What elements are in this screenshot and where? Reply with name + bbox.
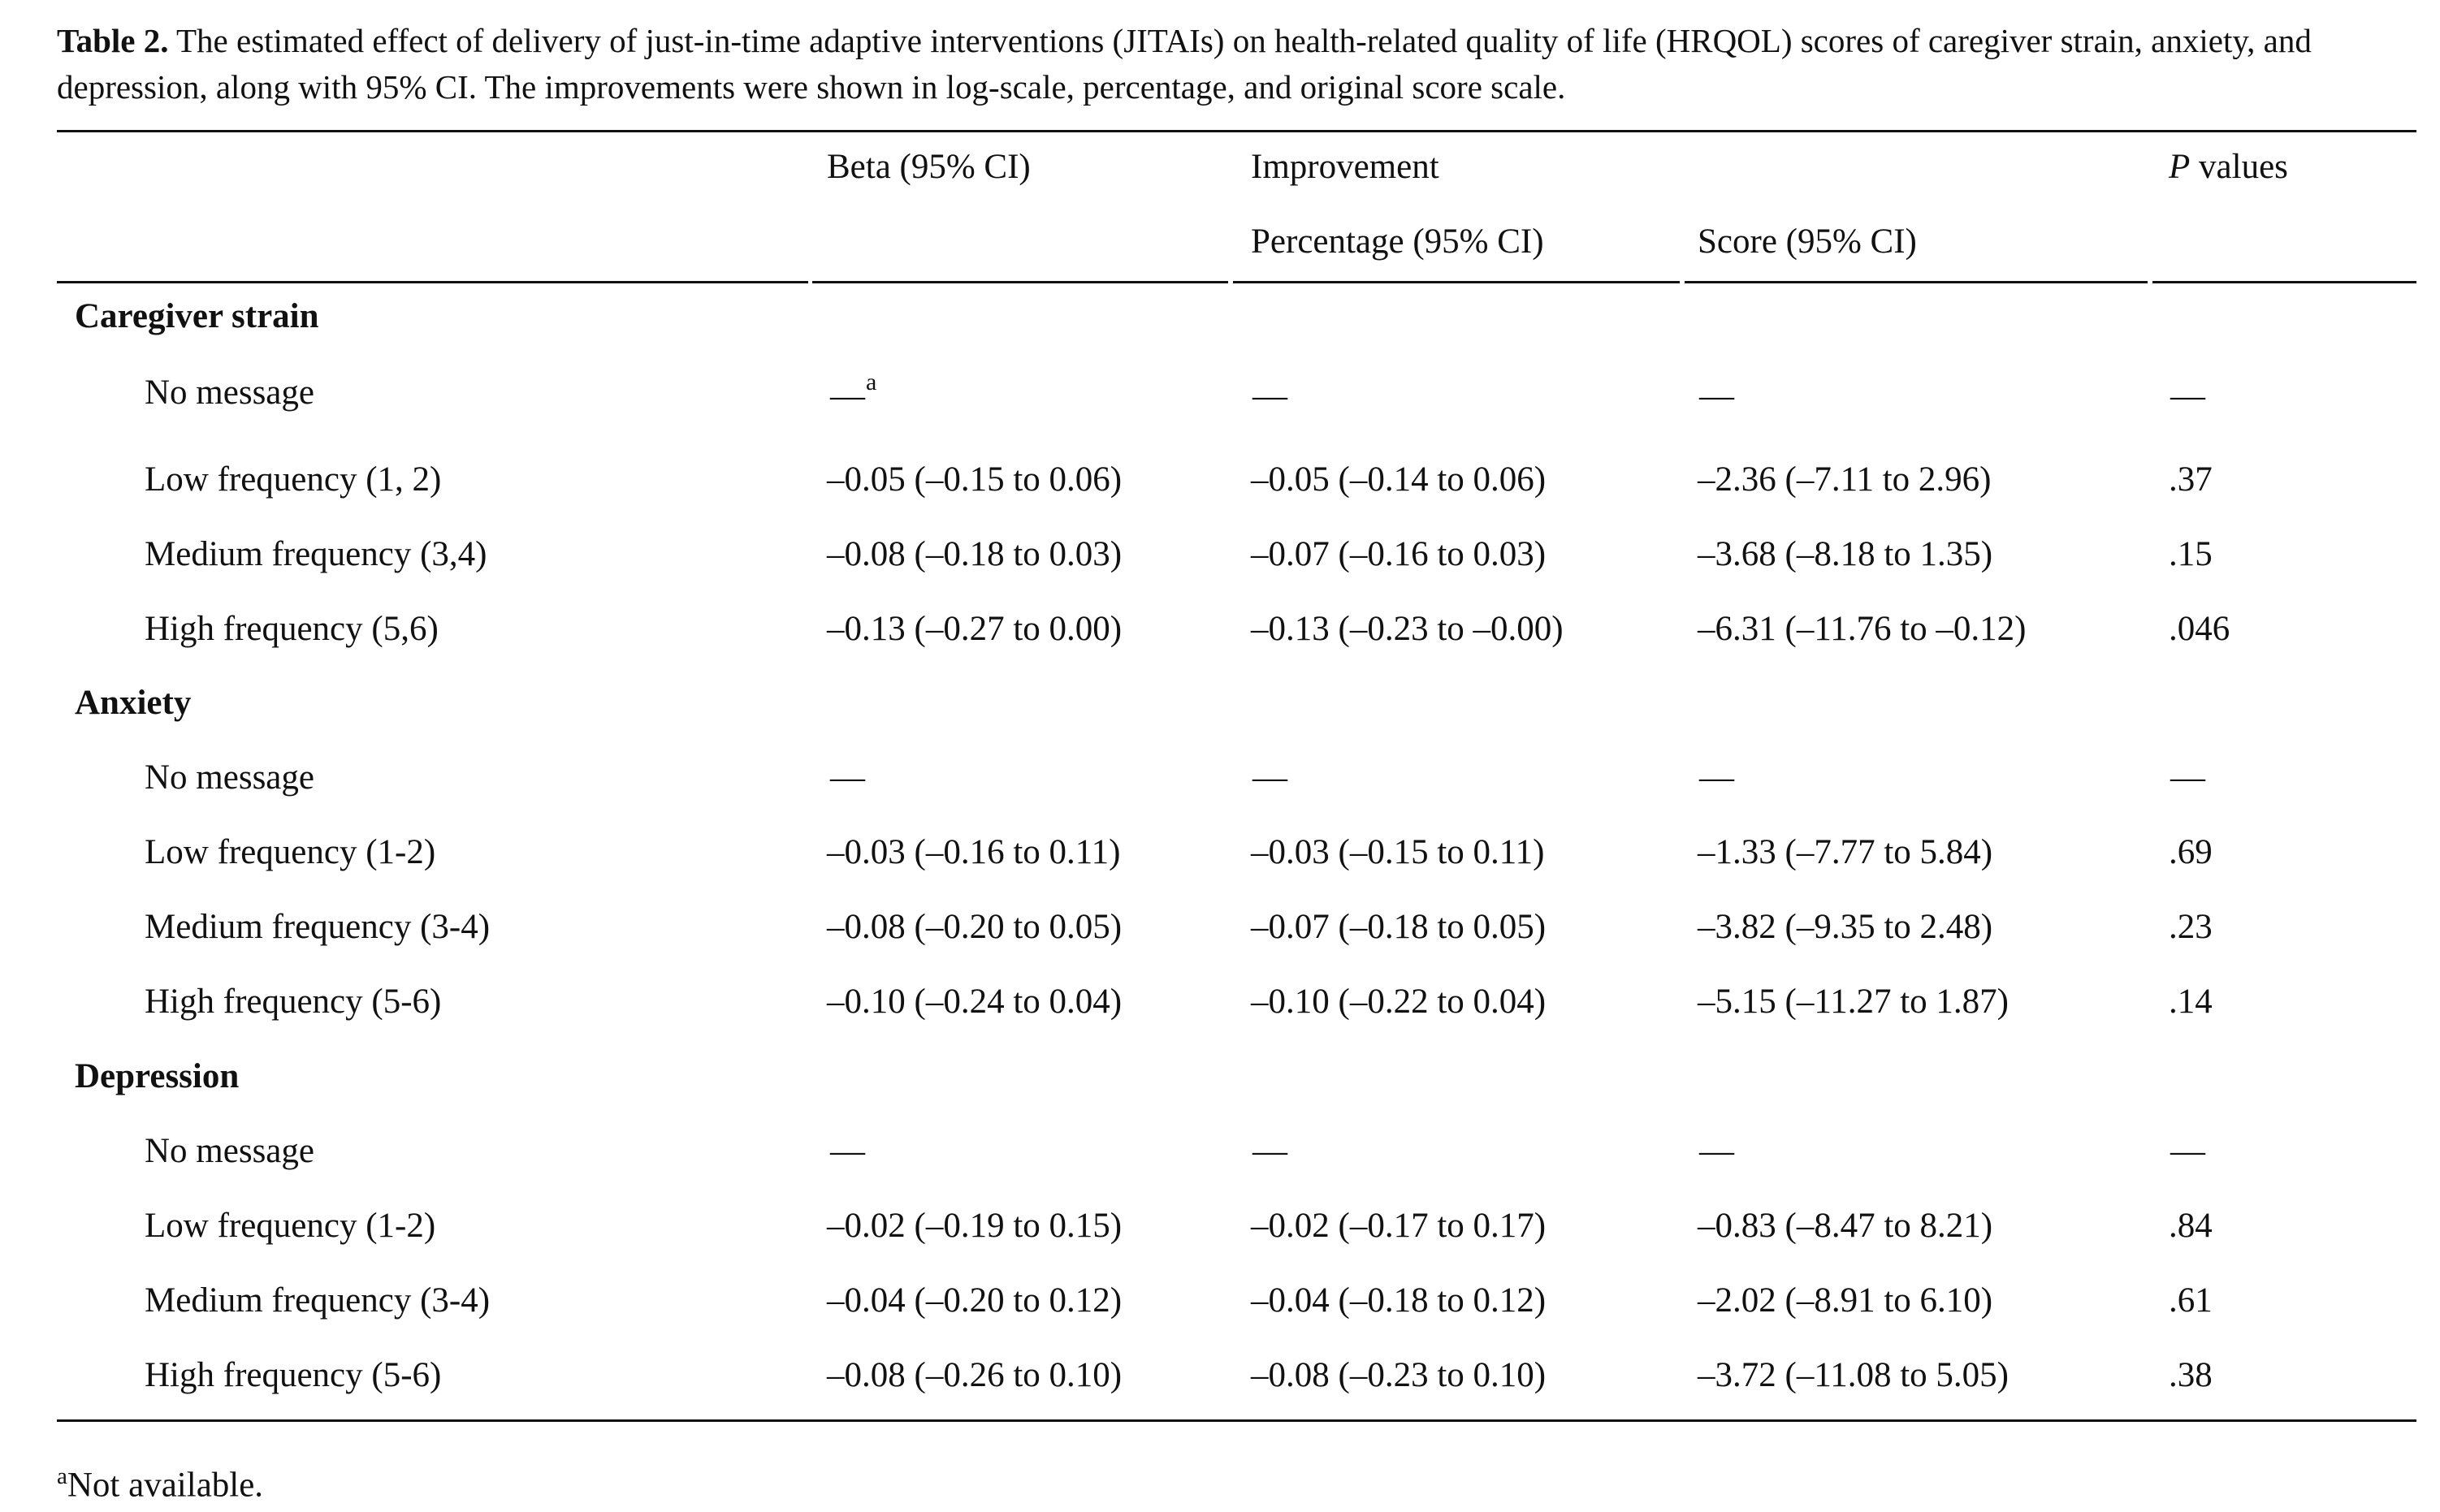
p-cell: .84 xyxy=(2169,1207,2213,1245)
pct-cell: –0.05 (–0.14 to 0.06) xyxy=(1251,460,1547,499)
pct-cell: — xyxy=(1252,758,1287,797)
beta-cell: — xyxy=(830,758,865,797)
row-label: No message xyxy=(145,374,314,412)
beta-cell: –0.02 (–0.19 to 0.15) xyxy=(827,1207,1123,1245)
p-cell: — xyxy=(2170,758,2205,797)
row-label: Medium frequency (3-4) xyxy=(145,1281,491,1320)
header-improvement: Improvement xyxy=(1251,148,1439,186)
p-cell: .37 xyxy=(2169,460,2213,499)
score-cell: –5.15 (–11.27 to 1.87) xyxy=(1698,983,2009,1021)
group-caregiver-strain: Caregiver strain xyxy=(75,297,319,335)
row-label: No message xyxy=(145,758,314,797)
p-cell: .61 xyxy=(2169,1281,2213,1320)
beta-cell: — xyxy=(830,1132,865,1170)
header-rule-pct xyxy=(1233,281,1680,283)
top-rule xyxy=(57,130,2416,132)
row-label: Medium frequency (3,4) xyxy=(145,535,487,573)
row-label: High frequency (5-6) xyxy=(145,1356,442,1394)
header-rule-stub xyxy=(57,281,808,283)
beta-cell: –0.13 (–0.27 to 0.00) xyxy=(827,610,1123,648)
row-label: Low frequency (1-2) xyxy=(145,833,436,871)
score-cell: –2.02 (–8.91 to 6.10) xyxy=(1698,1281,1993,1320)
group-depression: Depression xyxy=(75,1057,240,1095)
header-score: Score (95% CI) xyxy=(1698,222,1917,261)
beta-cell: –0.08 (–0.18 to 0.03) xyxy=(827,535,1123,573)
header-rule-p xyxy=(2152,281,2416,283)
pct-cell: — xyxy=(1252,1132,1287,1170)
footnote-text: Not available. xyxy=(67,1466,264,1505)
p-cell: — xyxy=(2170,1132,2205,1170)
pct-cell: –0.08 (–0.23 to 0.10) xyxy=(1251,1356,1547,1394)
score-cell: –0.83 (–8.47 to 8.21) xyxy=(1698,1207,1993,1245)
footnote-marker: a xyxy=(866,369,877,395)
beta-cell: –0.05 (–0.15 to 0.06) xyxy=(827,460,1123,499)
header-beta: Beta (95% CI) xyxy=(827,148,1031,186)
score-cell: — xyxy=(1699,758,1734,797)
row-label: High frequency (5,6) xyxy=(145,610,439,648)
header-percentage: Percentage (95% CI) xyxy=(1251,222,1544,261)
p-cell: .23 xyxy=(2169,908,2213,946)
score-cell: — xyxy=(1699,377,1734,415)
table-footnote: aNot available. xyxy=(57,1455,263,1506)
footnote-marker: a xyxy=(57,1463,67,1489)
row-label: High frequency (5-6) xyxy=(145,983,442,1021)
pct-cell: –0.02 (–0.17 to 0.17) xyxy=(1251,1207,1547,1245)
beta-cell: –0.03 (–0.16 to 0.11) xyxy=(827,833,1121,871)
pct-cell: –0.07 (–0.16 to 0.03) xyxy=(1251,535,1547,573)
score-cell: –3.82 (–9.35 to 2.48) xyxy=(1698,908,1993,946)
group-anxiety: Anxiety xyxy=(75,684,192,722)
beta-cell: –0.08 (–0.20 to 0.05) xyxy=(827,908,1123,946)
pct-cell: — xyxy=(1252,377,1287,415)
score-cell: –1.33 (–7.77 to 5.84) xyxy=(1698,833,1993,871)
pct-cell: –0.13 (–0.23 to –0.00) xyxy=(1251,610,1564,648)
row-label: Low frequency (1, 2) xyxy=(145,460,442,499)
pct-cell: –0.03 (–0.15 to 0.11) xyxy=(1251,833,1545,871)
p-cell: — xyxy=(2170,377,2205,415)
pct-cell: –0.10 (–0.22 to 0.04) xyxy=(1251,983,1547,1021)
beta-cell: –0.04 (–0.20 to 0.12) xyxy=(827,1281,1123,1320)
row-label: Low frequency (1-2) xyxy=(145,1207,436,1245)
p-cell: .69 xyxy=(2169,833,2213,871)
beta-cell: — a xyxy=(830,369,877,416)
p-cell: .14 xyxy=(2169,983,2213,1021)
table-caption: Table 2. The estimated effect of deliver… xyxy=(57,18,2412,110)
p-cell: .046 xyxy=(2169,610,2230,648)
score-cell: — xyxy=(1699,1132,1734,1170)
score-cell: –2.36 (–7.11 to 2.96) xyxy=(1698,460,1992,499)
row-label: Medium frequency (3-4) xyxy=(145,908,491,946)
table-label: Table 2. xyxy=(57,22,169,59)
header-p-values: P values xyxy=(2169,148,2288,186)
p-cell: .38 xyxy=(2169,1356,2213,1394)
caption-text: The estimated effect of delivery of just… xyxy=(57,22,2312,106)
beta-cell: –0.10 (–0.24 to 0.04) xyxy=(827,983,1123,1021)
pct-cell: –0.07 (–0.18 to 0.05) xyxy=(1251,908,1547,946)
pct-cell: –0.04 (–0.18 to 0.12) xyxy=(1251,1281,1547,1320)
score-cell: –6.31 (–11.76 to –0.12) xyxy=(1698,610,2027,648)
score-cell: –3.72 (–11.08 to 5.05) xyxy=(1698,1356,2009,1394)
header-rule-beta xyxy=(812,281,1228,283)
header-rule-score xyxy=(1685,281,2148,283)
score-cell: –3.68 (–8.18 to 1.35) xyxy=(1698,535,1993,573)
beta-cell: –0.08 (–0.26 to 0.10) xyxy=(827,1356,1123,1394)
bottom-rule xyxy=(57,1419,2416,1422)
p-cell: .15 xyxy=(2169,535,2213,573)
row-label: No message xyxy=(145,1132,314,1170)
